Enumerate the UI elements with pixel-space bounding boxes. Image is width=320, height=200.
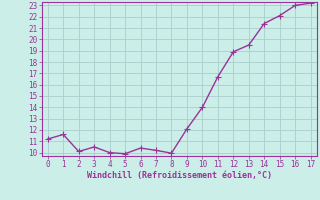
X-axis label: Windchill (Refroidissement éolien,°C): Windchill (Refroidissement éolien,°C) (87, 171, 272, 180)
